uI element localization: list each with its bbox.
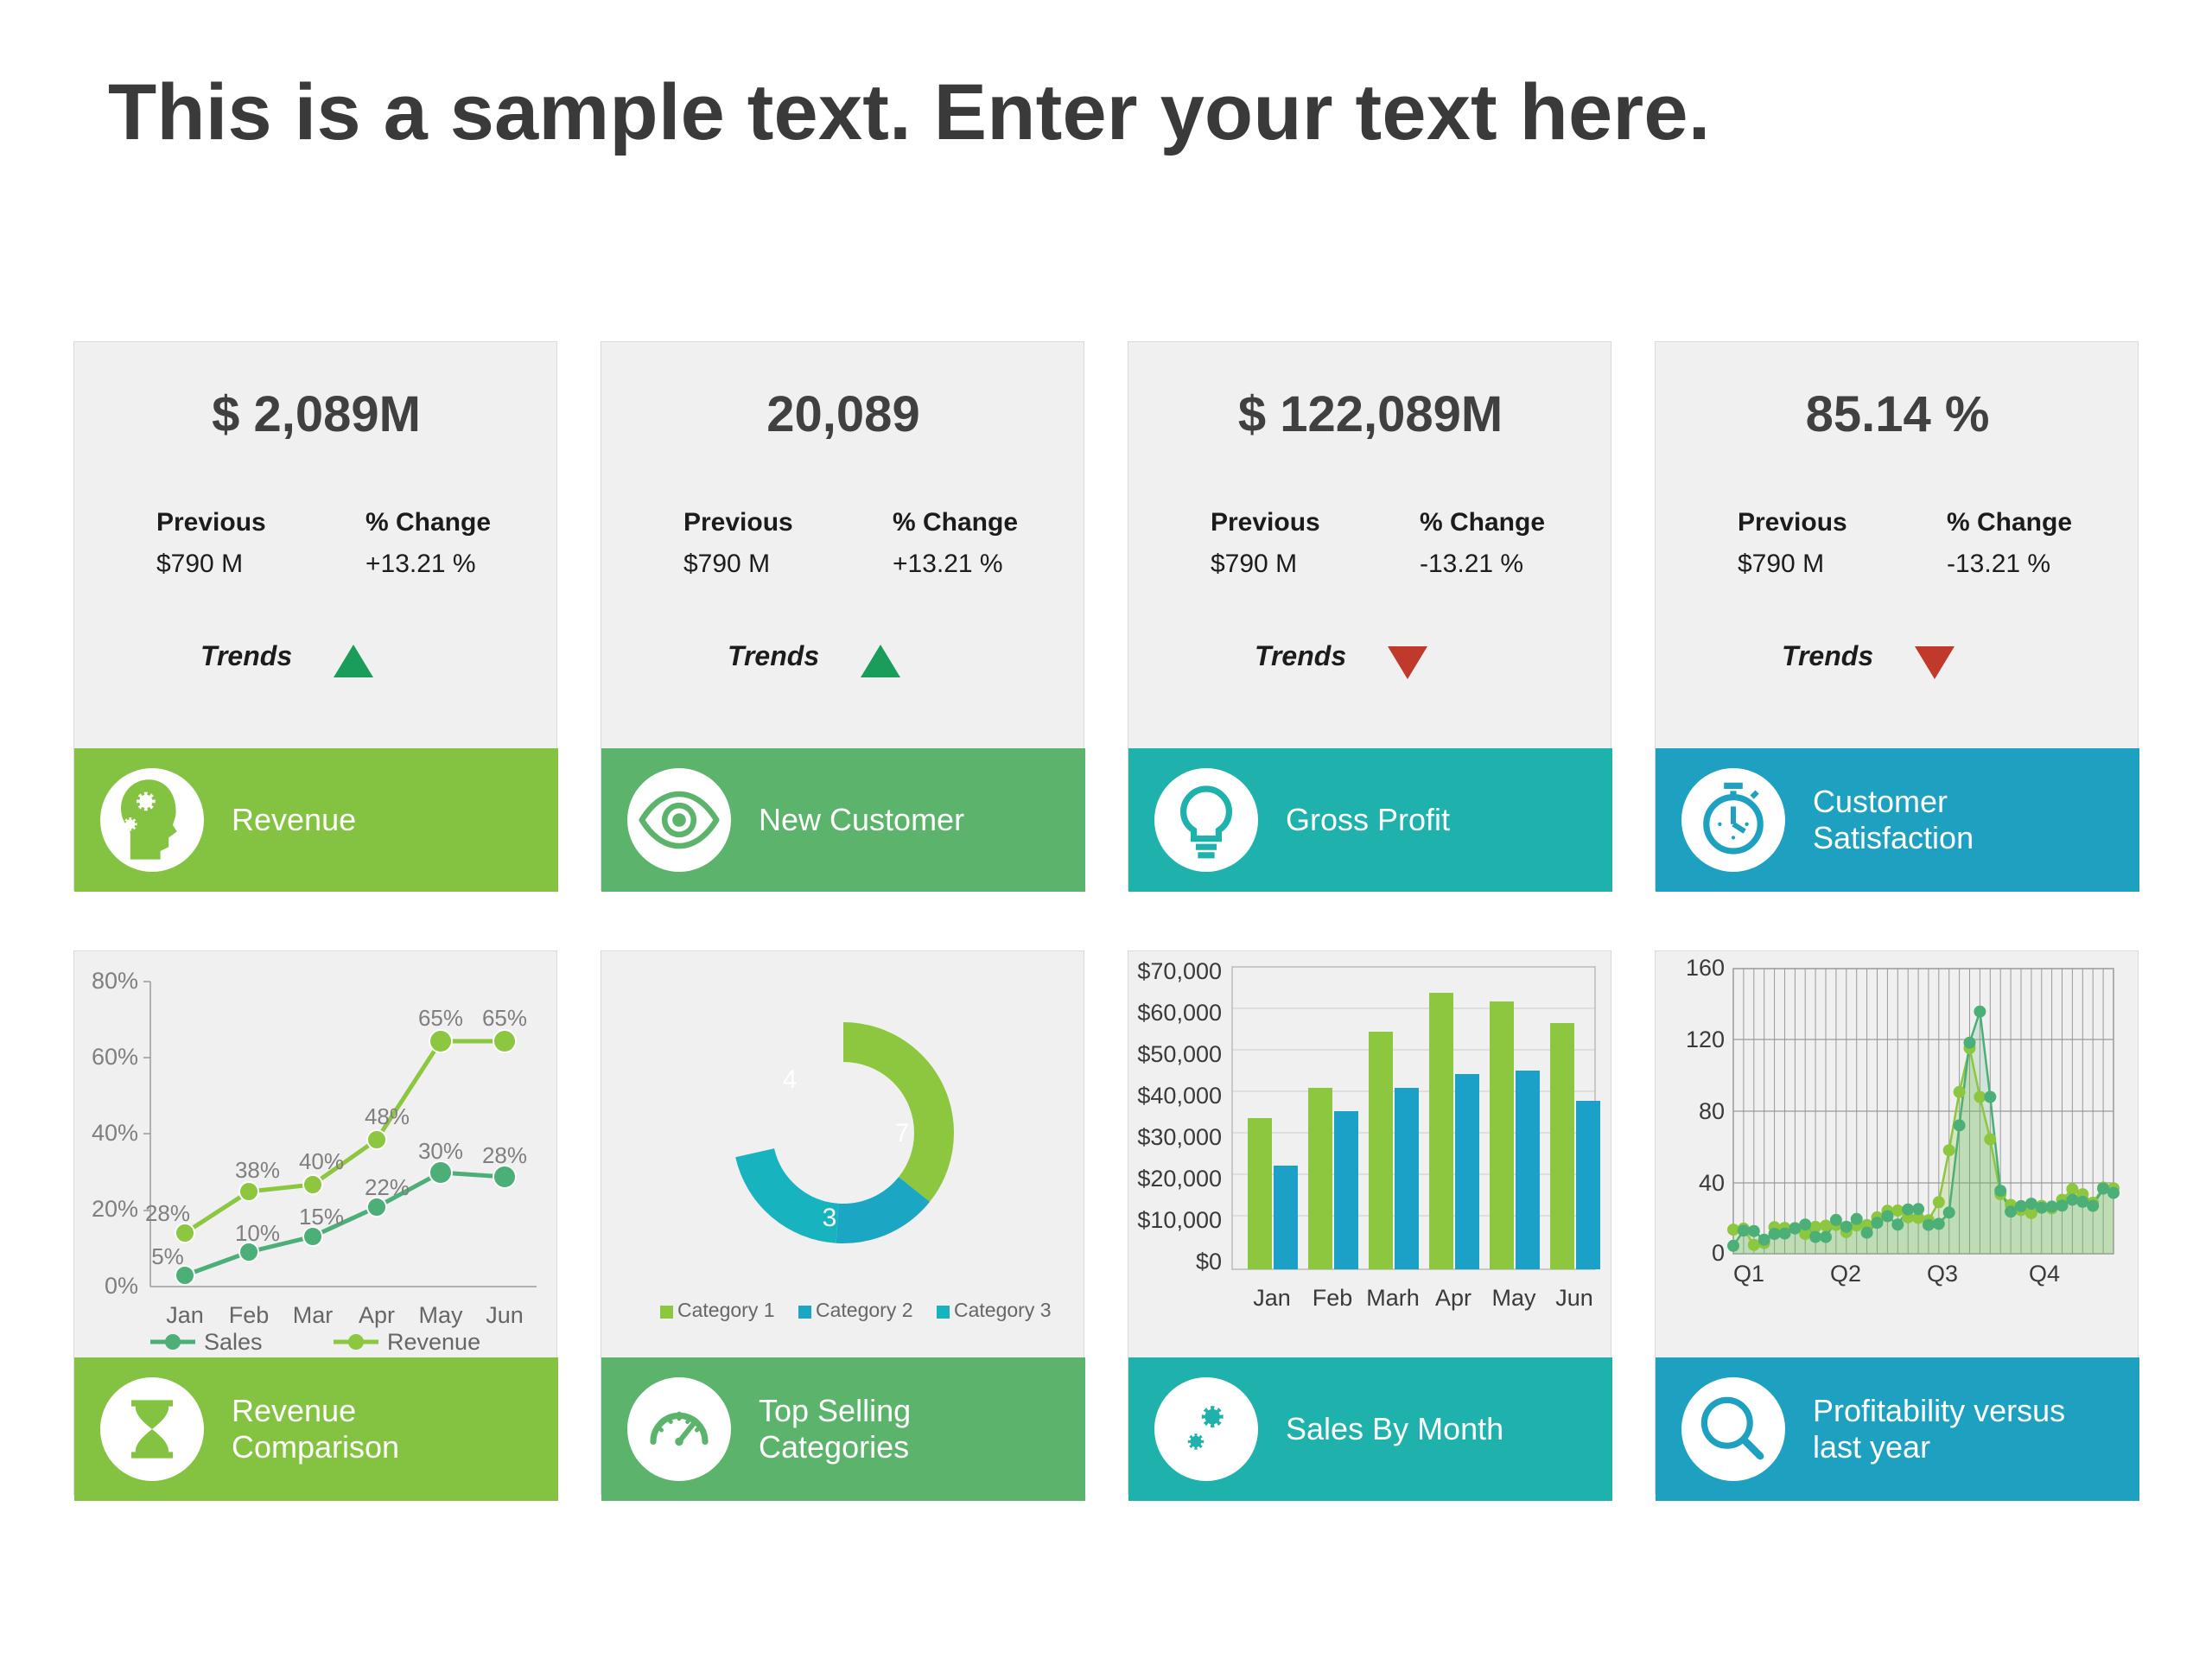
svg-text:Jan: Jan — [1253, 1285, 1291, 1311]
svg-text:40%: 40% — [299, 1148, 344, 1174]
svg-text:Q4: Q4 — [2029, 1261, 2060, 1287]
svg-text:40: 40 — [1699, 1170, 1725, 1196]
svg-text:$30,000: $30,000 — [1137, 1124, 1222, 1150]
svg-text:Feb: Feb — [229, 1302, 270, 1328]
svg-text:80%: 80% — [92, 968, 138, 994]
svg-text:4: 4 — [783, 1065, 798, 1094]
svg-text:3: 3 — [823, 1204, 837, 1232]
svg-text:7: 7 — [895, 1119, 910, 1147]
svg-text:Feb: Feb — [1313, 1285, 1353, 1311]
svg-text:$20,000: $20,000 — [1137, 1166, 1222, 1192]
svg-text:80: 80 — [1699, 1098, 1725, 1124]
svg-text:Category 2: Category 2 — [816, 1299, 913, 1321]
svg-text:0: 0 — [1712, 1240, 1725, 1266]
svg-text:160: 160 — [1686, 955, 1725, 981]
svg-text:Jun: Jun — [486, 1302, 524, 1328]
svg-text:48%: 48% — [365, 1103, 410, 1129]
svg-text:15%: 15% — [299, 1204, 344, 1230]
svg-text:0%: 0% — [105, 1273, 138, 1299]
svg-text:65%: 65% — [482, 1005, 527, 1031]
svg-text:Revenue: Revenue — [387, 1329, 480, 1352]
svg-text:Marh: Marh — [1366, 1285, 1420, 1311]
svg-text:Sales: Sales — [204, 1329, 263, 1352]
svg-text:Q3: Q3 — [1927, 1261, 1958, 1287]
svg-text:$0: $0 — [1196, 1249, 1222, 1274]
svg-text:10%: 10% — [235, 1220, 280, 1246]
svg-text:Jun: Jun — [1555, 1285, 1593, 1311]
svg-text:Q1: Q1 — [1733, 1261, 1764, 1287]
svg-text:22%: 22% — [365, 1174, 410, 1200]
svg-text:38%: 38% — [235, 1157, 280, 1183]
svg-text:28%: 28% — [145, 1200, 190, 1226]
svg-text:Category 3: Category 3 — [954, 1299, 1052, 1321]
svg-text:60%: 60% — [92, 1044, 138, 1070]
svg-text:Q2: Q2 — [1830, 1261, 1861, 1287]
svg-text:20%: 20% — [92, 1196, 138, 1222]
svg-text:$40,000: $40,000 — [1137, 1083, 1222, 1109]
svg-text:5%: 5% — [151, 1243, 184, 1269]
svg-text:May: May — [418, 1302, 463, 1328]
svg-text:$50,000: $50,000 — [1137, 1041, 1222, 1067]
svg-text:28%: 28% — [482, 1142, 527, 1168]
svg-text:Apr: Apr — [1435, 1285, 1471, 1311]
svg-text:65%: 65% — [418, 1005, 463, 1031]
svg-text:May: May — [1491, 1285, 1536, 1311]
svg-text:120: 120 — [1686, 1027, 1725, 1052]
svg-text:Category 1: Category 1 — [677, 1299, 775, 1321]
svg-text:40%: 40% — [92, 1120, 138, 1146]
svg-text:Jan: Jan — [166, 1302, 204, 1328]
svg-text:$70,000: $70,000 — [1137, 958, 1222, 984]
svg-text:Mar: Mar — [293, 1302, 334, 1328]
svg-text:Apr: Apr — [359, 1302, 395, 1328]
svg-text:30%: 30% — [418, 1138, 463, 1164]
svg-text:$10,000: $10,000 — [1137, 1207, 1222, 1233]
svg-text:$60,000: $60,000 — [1137, 1000, 1222, 1026]
